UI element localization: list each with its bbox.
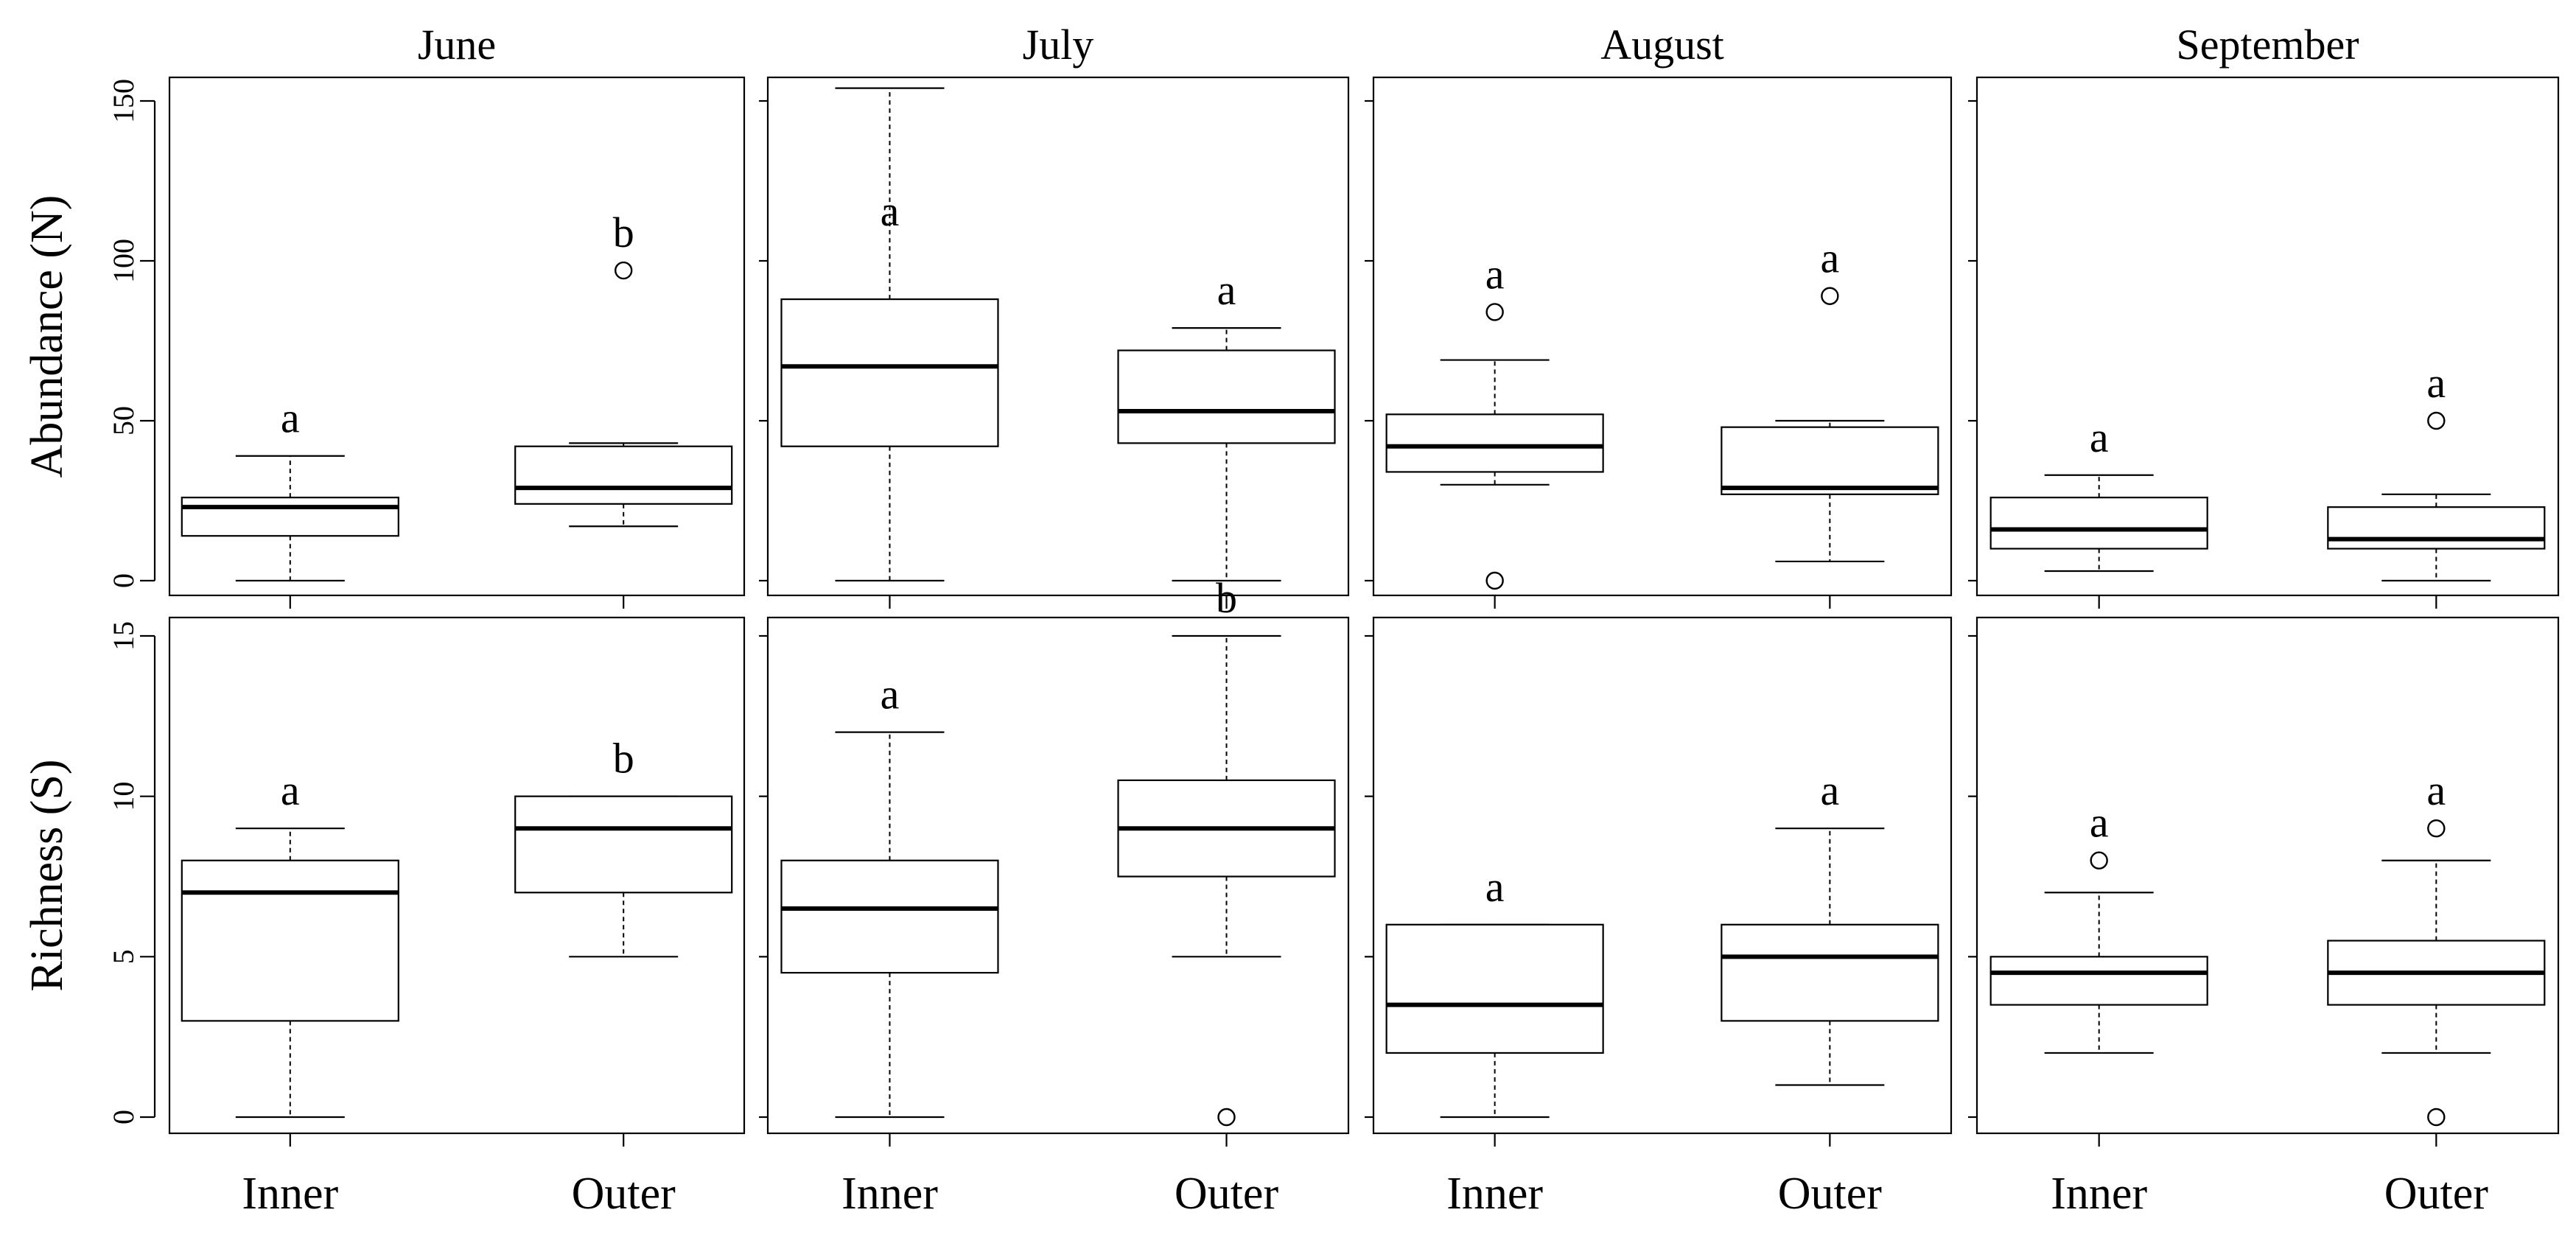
panel-1-june: a Inner b Outer	[168, 616, 746, 1219]
outlier-point	[2090, 851, 2108, 870]
box-outer: a	[1721, 234, 1939, 609]
y-tick-label: 15	[107, 621, 140, 651]
panel-0-september: aa	[1968, 76, 2560, 609]
box-iqr	[1989, 497, 2208, 550]
significance-letter: a	[1820, 766, 1839, 814]
box-inner: a	[181, 394, 399, 609]
significance-letter: a	[2426, 359, 2446, 407]
outlier-point	[615, 261, 633, 280]
x-tick-label-outer: Outer	[1175, 1169, 1279, 1219]
panel-frame	[168, 616, 746, 1135]
x-tick-label-inner: Inner	[841, 1169, 938, 1219]
panel-frame	[1372, 76, 1953, 597]
x-tick-label-outer: Outer	[572, 1169, 676, 1219]
panel-frame	[766, 76, 1350, 597]
box-iqr	[1385, 413, 1604, 473]
significance-letter: a	[281, 394, 300, 442]
significance-letter: a	[2090, 413, 2109, 461]
box-outer: b Outer	[514, 735, 733, 1219]
box-inner: a Inner	[780, 671, 999, 1219]
significance-letter: a	[881, 671, 900, 718]
outlier-point	[1821, 287, 1839, 305]
y-tick-label: 10	[107, 782, 140, 811]
y-tick-label: 0	[107, 573, 140, 588]
panel-1-august: a Inner a Outer	[1365, 616, 1953, 1219]
outlier-point	[1485, 571, 1504, 590]
box-outer: a Outer	[1721, 766, 1939, 1219]
outlier-point	[2427, 1108, 2446, 1127]
panel-1-july: a Inner b Outer	[759, 574, 1350, 1219]
x-tick-label-inner: Inner	[242, 1169, 338, 1219]
box-iqr	[181, 497, 399, 537]
outlier-point	[2427, 411, 2446, 430]
box-iqr	[514, 445, 733, 505]
significance-letter: b	[613, 209, 634, 256]
panel-frame	[766, 616, 1350, 1135]
box-outer: a Outer	[2327, 766, 2546, 1219]
box-inner: a	[1989, 413, 2208, 609]
x-tick-label-inner: Inner	[1446, 1169, 1543, 1219]
box-outer: b Outer	[1117, 574, 1336, 1219]
box-iqr	[780, 859, 999, 974]
significance-letter: a	[2426, 766, 2446, 814]
panel-frame	[1975, 76, 2560, 597]
box-iqr	[780, 298, 999, 447]
significance-letter: a	[2090, 799, 2109, 847]
x-tick-label-outer: Outer	[2384, 1169, 2489, 1219]
significance-letter: b	[1216, 574, 1237, 622]
y-tick-label: 50	[107, 406, 140, 435]
box-iqr	[1721, 923, 1939, 1022]
panel-0-july: aa	[759, 76, 1350, 609]
significance-letter: a	[1485, 250, 1505, 298]
y-tick-label: 0	[107, 1110, 140, 1124]
panel-0-june: ab	[168, 76, 746, 609]
box-inner: a	[780, 87, 999, 609]
box-iqr	[1117, 349, 1336, 444]
significance-letter: b	[613, 735, 634, 783]
panel-1-september: a Inner a Outer	[1968, 616, 2560, 1219]
box-iqr	[1385, 923, 1604, 1054]
month-title-june: June	[418, 21, 496, 69]
outlier-point	[1485, 303, 1504, 321]
y-tick-label: 100	[107, 239, 140, 283]
significance-letter: a	[1217, 266, 1236, 314]
outlier-point	[1217, 1108, 1236, 1127]
box-iqr	[1989, 956, 2208, 1006]
y-axis-label: Abundance (N)	[22, 195, 72, 478]
y-tick-label: 5	[107, 949, 140, 964]
significance-letter: a	[281, 766, 300, 814]
box-inner: a	[1385, 250, 1604, 609]
significance-letter: a	[1820, 234, 1839, 282]
significance-letter: a	[881, 187, 900, 235]
box-iqr	[1721, 426, 1939, 495]
month-title-august: August	[1600, 21, 1724, 69]
y-axis-label: Richness (S)	[22, 759, 72, 991]
box-iqr	[2327, 506, 2546, 550]
outlier-point	[2427, 819, 2446, 838]
box-iqr	[181, 859, 399, 1022]
box-inner: a Inner	[1989, 799, 2208, 1219]
box-inner: a Inner	[1385, 863, 1604, 1219]
y-tick-label: 150	[107, 79, 140, 123]
box-outer: a	[2327, 359, 2546, 609]
month-title-july: July	[1023, 21, 1094, 69]
panel-frame	[1975, 616, 2560, 1135]
box-inner: a Inner	[181, 766, 399, 1219]
month-title-september: September	[2176, 21, 2359, 69]
row-1: 0 5 10 15 Richness (S) a Inner b Outer a Inner b Out…	[22, 574, 2560, 1219]
box-outer: a	[1117, 266, 1336, 609]
box-iqr	[514, 795, 733, 894]
panel-frame	[1372, 616, 1953, 1135]
x-tick-label-inner: Inner	[2051, 1169, 2147, 1219]
box-outer: b	[514, 209, 733, 609]
panel-frame	[168, 76, 746, 597]
significance-letter: a	[1485, 863, 1505, 911]
x-tick-label-outer: Outer	[1778, 1169, 1883, 1219]
